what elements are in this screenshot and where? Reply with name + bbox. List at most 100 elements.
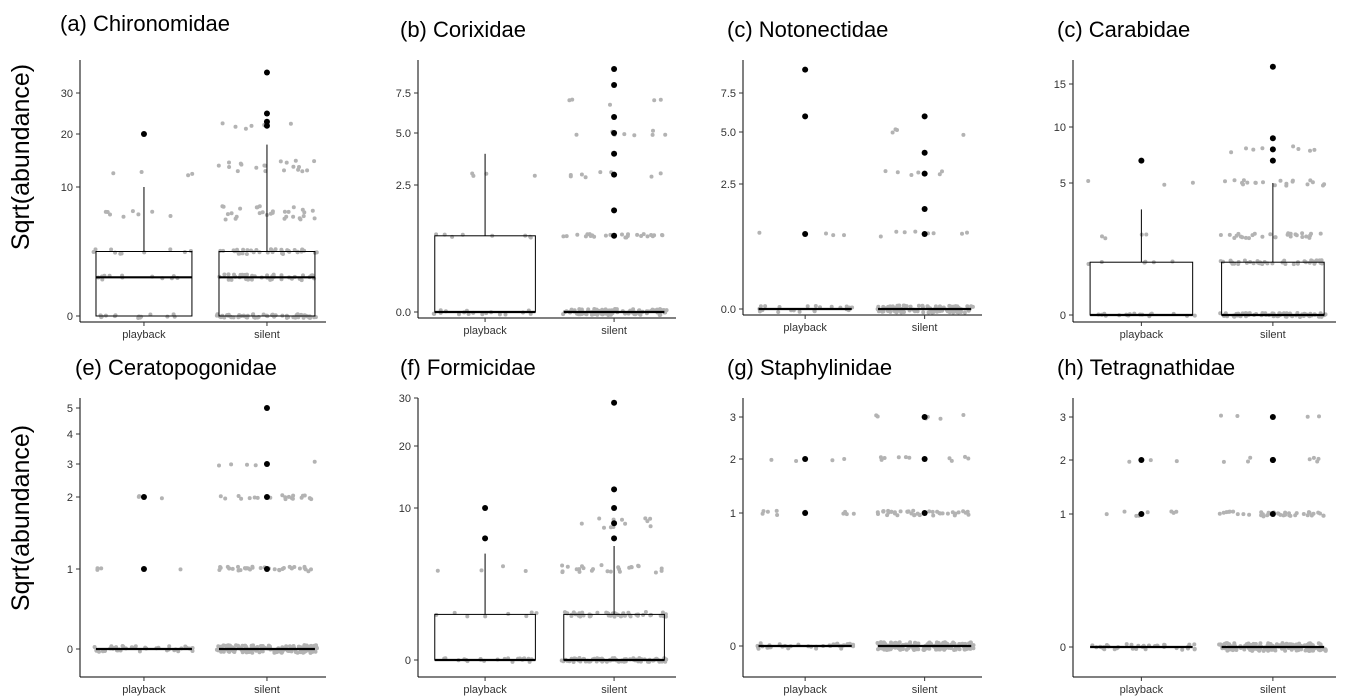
jitter-point bbox=[220, 204, 225, 209]
jitter-point bbox=[1263, 647, 1268, 652]
jitter-point bbox=[1219, 413, 1223, 418]
jitter-point bbox=[1235, 414, 1240, 418]
jitter-point bbox=[306, 569, 311, 574]
jitter-point bbox=[1174, 459, 1179, 464]
jitter-point bbox=[966, 512, 971, 517]
jitter-point bbox=[660, 233, 664, 237]
jitter-point bbox=[659, 566, 664, 571]
y-tick-label: 10 bbox=[399, 503, 411, 515]
jitter-point bbox=[614, 307, 619, 312]
jitter-point bbox=[297, 566, 302, 571]
outlier-point bbox=[611, 232, 618, 239]
y-tick-label: 2 bbox=[67, 492, 73, 504]
outlier-point bbox=[611, 114, 618, 120]
jitter-point bbox=[305, 168, 310, 173]
jitter-point bbox=[300, 169, 305, 174]
jitter-point bbox=[896, 455, 901, 460]
jitter-point bbox=[260, 210, 265, 215]
jitter-point bbox=[1280, 641, 1285, 646]
jitter-point bbox=[314, 250, 319, 255]
jitter-point bbox=[604, 610, 609, 615]
jitter-point bbox=[311, 644, 316, 649]
jitter-point bbox=[289, 566, 294, 571]
jitter-point bbox=[623, 521, 628, 526]
box-iqr bbox=[1221, 261, 1325, 316]
jitter-point bbox=[501, 564, 505, 569]
outlier-point bbox=[1269, 511, 1276, 517]
jitter-point bbox=[628, 614, 633, 619]
jitter-point bbox=[232, 272, 236, 277]
jitter-point bbox=[953, 647, 958, 652]
jitter-point bbox=[915, 309, 920, 314]
outlier-point bbox=[140, 131, 147, 137]
jitter-point bbox=[1258, 641, 1263, 646]
jitter-point bbox=[620, 232, 624, 237]
jitter-point bbox=[286, 248, 291, 253]
jitter-point bbox=[1287, 513, 1292, 518]
jitter-point bbox=[794, 459, 799, 463]
jitter-point bbox=[1248, 455, 1253, 460]
jitter-point bbox=[921, 310, 926, 315]
panel-5: (e) Ceratopogonidae 0 1 2 3 4 5 playback silent bbox=[67, 355, 326, 696]
jitter-point bbox=[1291, 144, 1296, 149]
jitter-point bbox=[916, 170, 921, 175]
outlier-point bbox=[263, 122, 270, 129]
jitter-point bbox=[226, 644, 231, 649]
jitter-point bbox=[238, 568, 243, 573]
jitter-point bbox=[172, 314, 177, 319]
outlier-point bbox=[921, 113, 928, 120]
outlier-point bbox=[611, 535, 618, 542]
box-iqr bbox=[434, 613, 536, 661]
jitter-point bbox=[835, 641, 840, 646]
jitter-point bbox=[961, 413, 966, 417]
panel-title: (a) Chironomidae bbox=[60, 11, 230, 36]
jitter-point bbox=[1304, 234, 1309, 239]
jitter-point bbox=[238, 206, 243, 211]
jitter-point bbox=[962, 647, 967, 652]
jitter-point bbox=[909, 173, 914, 177]
jitter-point bbox=[651, 128, 655, 133]
jitter-point bbox=[842, 457, 847, 461]
jitter-point bbox=[291, 493, 296, 498]
jitter-point bbox=[945, 511, 950, 516]
y-tick-label: 20 bbox=[61, 129, 73, 141]
jitter-point bbox=[560, 563, 565, 568]
jitter-point bbox=[229, 211, 234, 216]
y-tick-label: 0 bbox=[730, 641, 736, 653]
jitter-point bbox=[1124, 642, 1129, 647]
outlier-point bbox=[921, 414, 928, 420]
jitter-point bbox=[1294, 642, 1299, 647]
outlier-point bbox=[611, 520, 618, 527]
jitter-point bbox=[901, 303, 906, 308]
outlier-point bbox=[1269, 146, 1276, 153]
jitter-point bbox=[1217, 511, 1222, 516]
jitter-point bbox=[229, 462, 234, 467]
outlier-point bbox=[802, 231, 809, 237]
jitter-point bbox=[310, 208, 315, 213]
outlier-point bbox=[802, 113, 809, 120]
jitter-point bbox=[277, 649, 282, 654]
jitter-point bbox=[95, 567, 100, 572]
jitter-point bbox=[286, 494, 291, 499]
x-tick-label: silent bbox=[912, 684, 938, 696]
jitter-point bbox=[898, 509, 903, 514]
jitter-point bbox=[775, 513, 780, 517]
x-tick-label: silent bbox=[1260, 329, 1286, 341]
jitter-point bbox=[1232, 641, 1237, 646]
jitter-point bbox=[263, 163, 268, 168]
jitter-point bbox=[1192, 313, 1197, 318]
jitter-point bbox=[769, 457, 774, 462]
jitter-point bbox=[960, 231, 964, 236]
jitter-point bbox=[913, 229, 918, 234]
jitter-point bbox=[963, 454, 967, 459]
jitter-point bbox=[130, 209, 135, 214]
jitter-point bbox=[92, 645, 97, 649]
jitter-point bbox=[597, 516, 602, 521]
jitter-point bbox=[962, 310, 967, 315]
jitter-point bbox=[1300, 235, 1305, 239]
jitter-point bbox=[1229, 150, 1234, 155]
jitter-point bbox=[581, 566, 586, 571]
jitter-point bbox=[603, 233, 608, 238]
jitter-point bbox=[765, 509, 770, 514]
jitter-point bbox=[503, 312, 508, 317]
